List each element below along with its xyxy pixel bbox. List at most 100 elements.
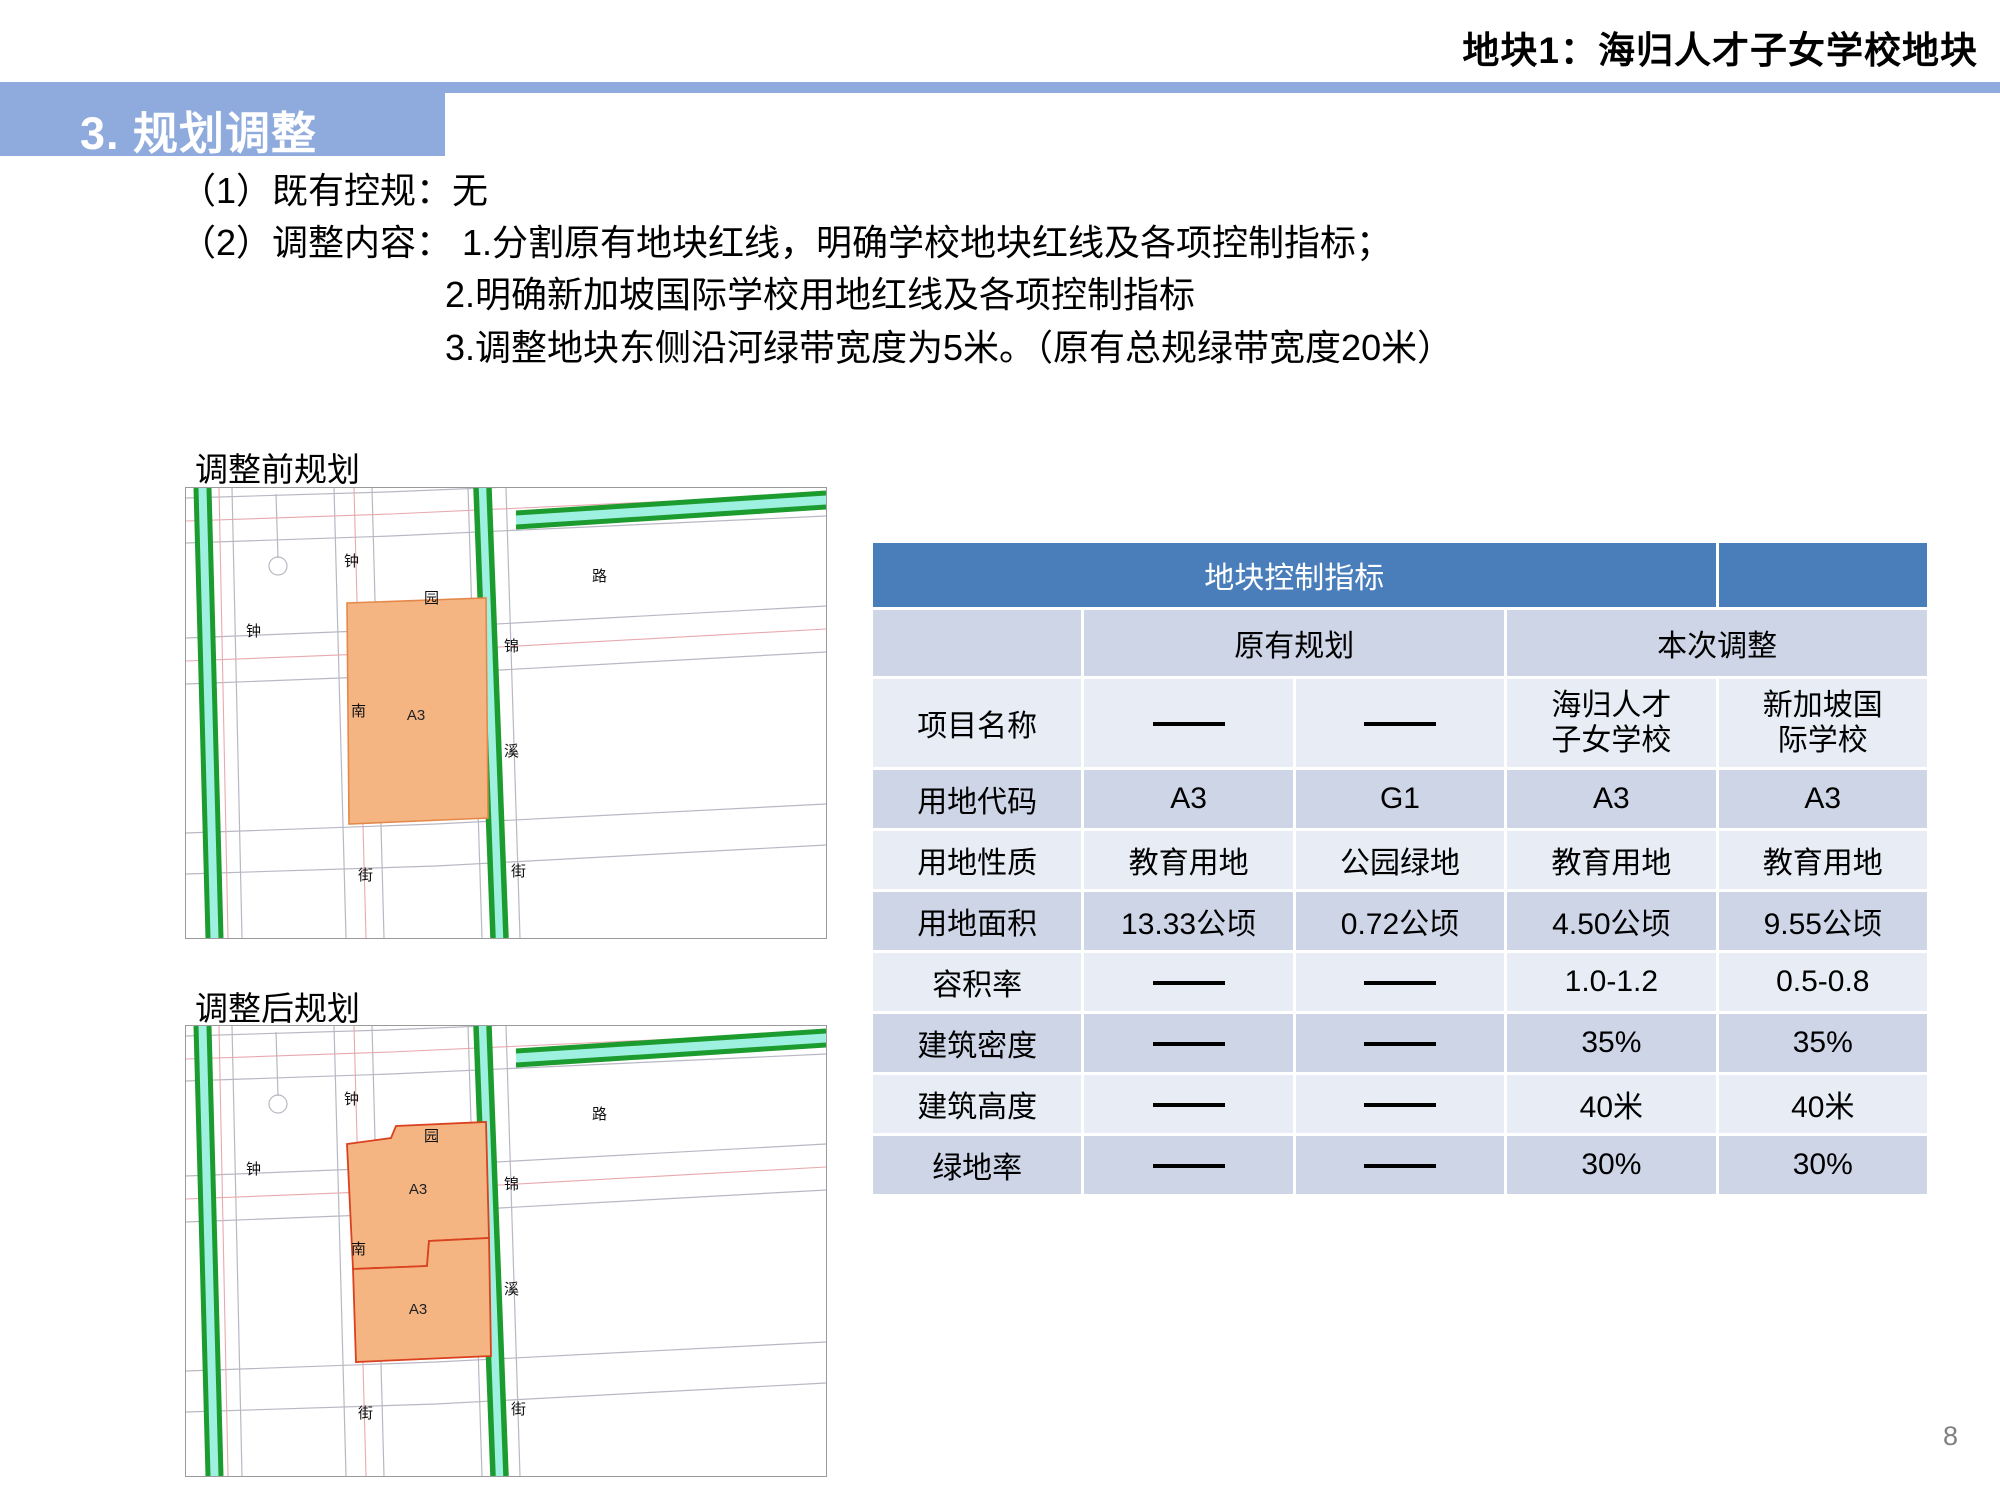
svg-text:街: 街 (358, 1405, 373, 1422)
row-label-land-use: 用地性质 (873, 831, 1082, 889)
cell-project-name-new-2: 新加坡国 际学校 (1718, 679, 1927, 767)
svg-text:街: 街 (511, 1401, 526, 1418)
cell-density-orig-2 (1295, 1014, 1505, 1072)
cell-project-name-orig-1 (1084, 679, 1293, 767)
slide-header: 地块1：海归人才子女学校地块 (0, 0, 2000, 80)
table-row: 项目名称 海归人才 子女学校 新加坡国 际学校 (873, 679, 1927, 767)
header-accent-rule (0, 82, 2000, 93)
cell-height-orig-2 (1295, 1075, 1505, 1133)
body-line-3: 2.明确新加坡国际学校用地红线及各项控制指标 (445, 274, 1196, 316)
cell-far-new-2: 0.5-0.8 (1718, 953, 1927, 1011)
cell-green-orig-1 (1084, 1136, 1293, 1194)
svg-text:园: 园 (424, 1128, 439, 1145)
dash-icon (1152, 1164, 1225, 1169)
table-main-header-row: 地块控制指标 (873, 543, 1927, 607)
cell-far-orig-2 (1295, 953, 1505, 1011)
header-title: 地块1：海归人才子女学校地块 (1462, 30, 1978, 71)
svg-text:路: 路 (592, 568, 607, 585)
table-row: 绿地率 30% 30% (873, 1136, 1927, 1194)
cell-land-use-new-2: 教育用地 (1718, 831, 1927, 889)
cell-density-orig-1 (1084, 1014, 1293, 1072)
svg-text:路: 路 (592, 1106, 607, 1123)
parcel-label-a3-north: A3 (409, 1181, 427, 1198)
svg-text:溪: 溪 (504, 1281, 519, 1298)
cell-project-name-orig-2 (1295, 679, 1505, 767)
table-row: 用地代码 A3 G1 A3 A3 (873, 770, 1927, 828)
page-number: 8 (1942, 1421, 1958, 1451)
body-text-block: （1）既有控规：无 （2）调整内容： 1.分割原有地块红线，明确学校地块红线及各… (180, 165, 1940, 374)
svg-text:南: 南 (351, 703, 366, 720)
cell-land-use-orig-2: 公园绿地 (1295, 831, 1505, 889)
page-title: 3. 规划调整 (80, 108, 318, 159)
map-before-adjustment[interactable]: 钟 园 路 钟 锦 南 溪 街 街 A3 (185, 487, 827, 939)
svg-text:钟: 钟 (246, 623, 261, 640)
map-caption-after: 调整后规划 (195, 990, 360, 1027)
table-row: 用地性质 教育用地 公园绿地 教育用地 教育用地 (873, 831, 1927, 889)
table-row: 容积率 1.0-1.2 0.5-0.8 (873, 953, 1927, 1011)
cell-land-code-new-1: A3 (1507, 770, 1716, 828)
dash-icon (1152, 1103, 1225, 1108)
cell-density-new-1: 35% (1507, 1014, 1716, 1072)
cell-land-area-new-2: 9.55公顷 (1718, 892, 1927, 950)
body-line-2: （2）调整内容： 1.分割原有地块红线，明确学校地块红线及各项控制指标； (180, 222, 1393, 264)
cell-project-name-new-1: 海归人才 子女学校 (1507, 679, 1716, 767)
row-label-green-ratio: 绿地率 (873, 1136, 1082, 1194)
cell-land-area-new-1: 4.50公顷 (1507, 892, 1716, 950)
row-label-project-name: 项目名称 (873, 679, 1082, 767)
land-control-indicator-table: 地块控制指标 原有规划 本次调整 项目名称 海归人才 子女学校 新加坡国 际学校 用… (870, 540, 1930, 1197)
body-line-1: （1）既有控规：无 (180, 170, 489, 211)
table-group-header-row: 原有规划 本次调整 (873, 610, 1927, 676)
cell-height-new-1: 40米 (1507, 1075, 1716, 1133)
cell-height-orig-1 (1084, 1075, 1293, 1133)
cell-green-orig-2 (1295, 1136, 1505, 1194)
svg-text:锦: 锦 (504, 1176, 519, 1193)
cell-density-new-2: 35% (1718, 1014, 1927, 1072)
row-label-building-density: 建筑密度 (873, 1014, 1082, 1072)
body-line-4: 3.调整地块东侧沿河绿带宽度为5米。（原有总规绿带宽度20米） (445, 326, 1454, 368)
cell-height-new-2: 40米 (1718, 1075, 1927, 1133)
dash-icon (1363, 722, 1436, 727)
dash-icon (1363, 1103, 1436, 1108)
cell-green-new-1: 30% (1507, 1136, 1716, 1194)
dash-icon (1152, 1042, 1225, 1047)
svg-text:溪: 溪 (504, 743, 519, 760)
dash-icon (1363, 1042, 1436, 1047)
cell-land-use-new-1: 教育用地 (1507, 831, 1716, 889)
table-row: 建筑密度 35% 35% (873, 1014, 1927, 1072)
row-label-building-height: 建筑高度 (873, 1075, 1082, 1133)
svg-text:锦: 锦 (504, 638, 519, 655)
cell-land-area-orig-1: 13.33公顷 (1084, 892, 1293, 950)
cell-far-orig-1 (1084, 953, 1293, 1011)
svg-text:钟: 钟 (344, 553, 359, 570)
cell-far-new-1: 1.0-1.2 (1507, 953, 1716, 1011)
map-after-adjustment[interactable]: 钟 园 路 钟 锦 南 溪 街 街 A3 A3 (185, 1025, 827, 1477)
table-row: 用地面积 13.33公顷 0.72公顷 4.50公顷 9.55公顷 (873, 892, 1927, 950)
svg-text:钟: 钟 (246, 1161, 261, 1178)
svg-text:街: 街 (511, 863, 526, 880)
dash-icon (1363, 1164, 1436, 1169)
parcel-label-a3: A3 (407, 707, 425, 724)
group-header-adjusted: 本次调整 (1507, 610, 1927, 676)
dash-icon (1152, 722, 1225, 727)
row-label-land-code: 用地代码 (873, 770, 1082, 828)
dash-icon (1363, 981, 1436, 986)
parcel-label-a3-south: A3 (409, 1301, 427, 1318)
svg-text:街: 街 (358, 867, 373, 884)
cell-land-code-new-2: A3 (1718, 770, 1927, 828)
svg-text:钟: 钟 (344, 1091, 359, 1108)
cell-land-area-orig-2: 0.72公顷 (1295, 892, 1505, 950)
cell-land-use-orig-1: 教育用地 (1084, 831, 1293, 889)
row-label-far: 容积率 (873, 953, 1082, 1011)
dash-icon (1152, 981, 1225, 986)
group-header-original: 原有规划 (1084, 610, 1505, 676)
cell-land-code-orig-2: G1 (1295, 770, 1505, 828)
map-caption-before: 调整前规划 (195, 451, 360, 488)
table-header-blank-cell (1718, 543, 1927, 607)
cell-land-code-orig-1: A3 (1084, 770, 1293, 828)
section-title-band (0, 93, 445, 156)
row-label-land-area: 用地面积 (873, 892, 1082, 950)
svg-text:南: 南 (351, 1241, 366, 1258)
group-header-corner (873, 610, 1082, 676)
svg-text:园: 园 (424, 590, 439, 607)
table-row: 建筑高度 40米 40米 (873, 1075, 1927, 1133)
